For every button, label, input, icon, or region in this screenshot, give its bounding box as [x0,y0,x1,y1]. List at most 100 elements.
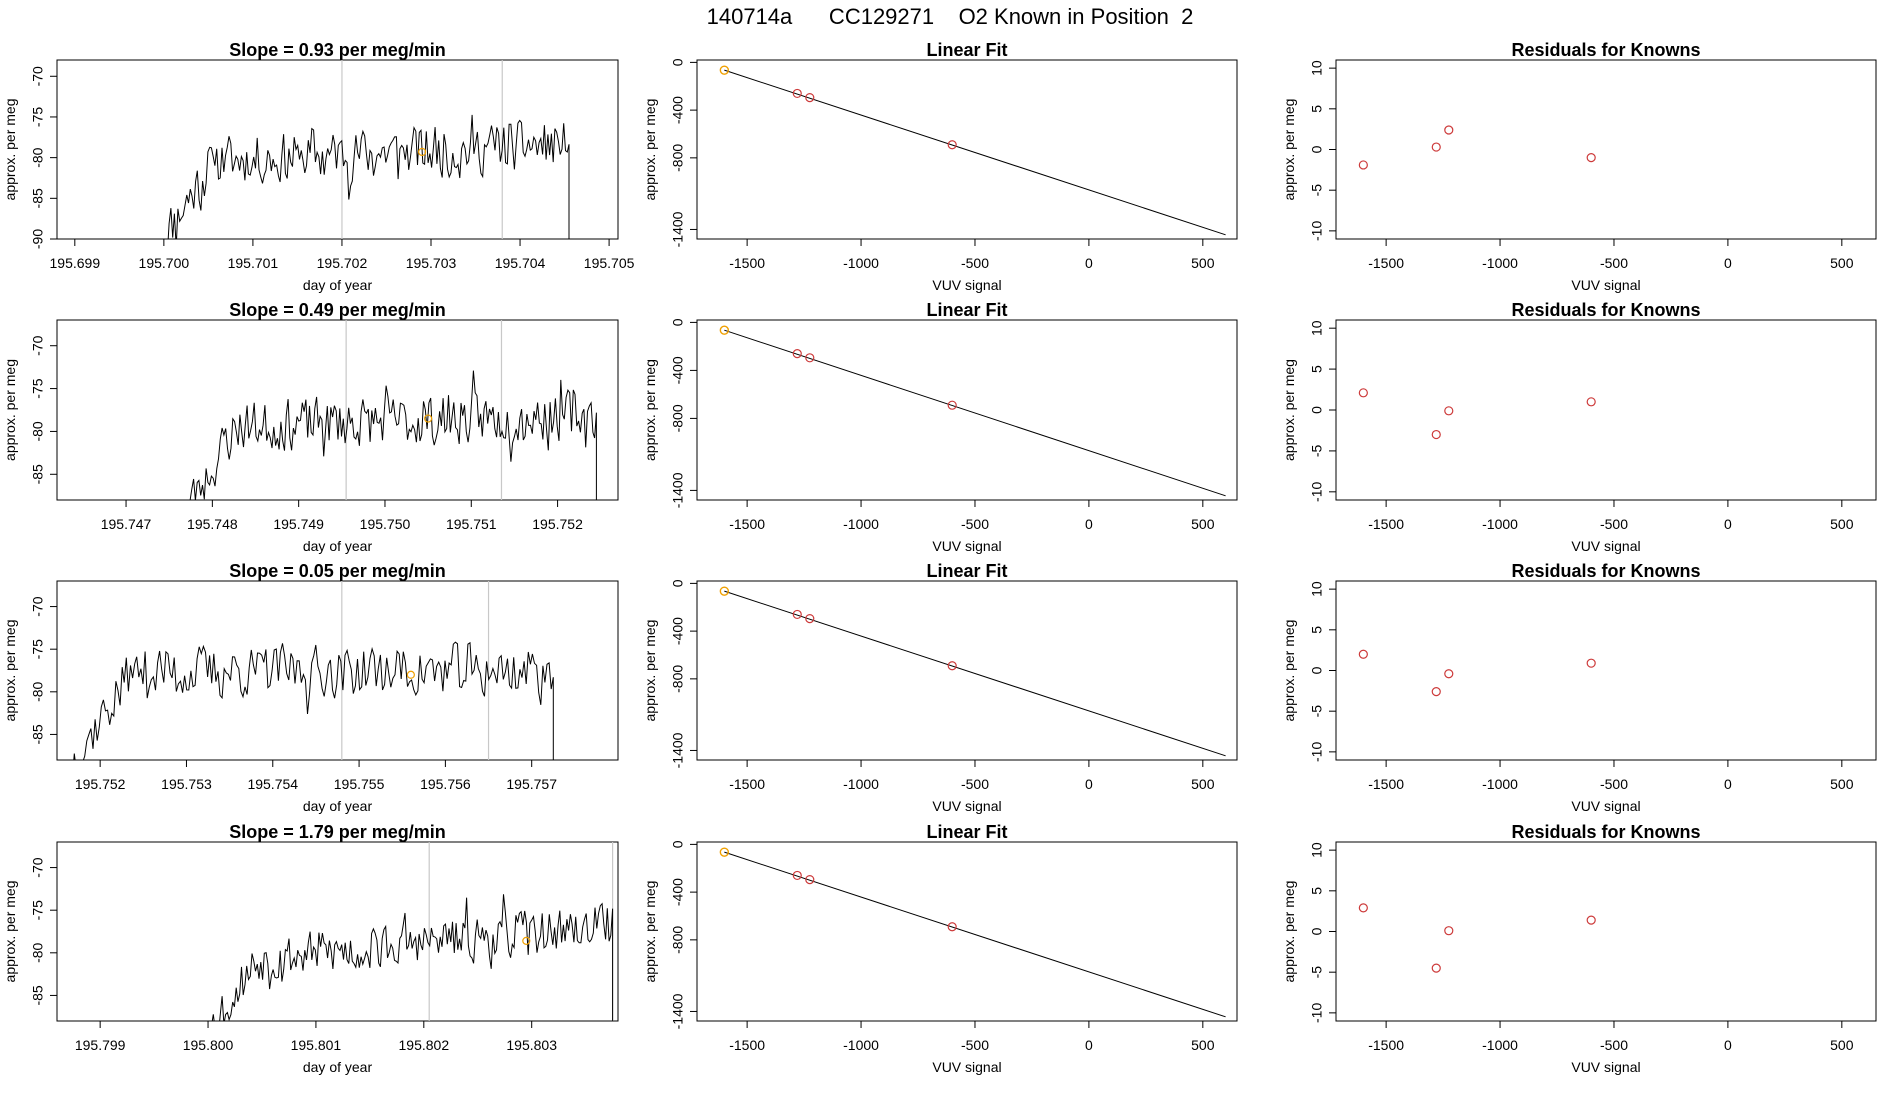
y-tick-label: -800 [670,404,686,432]
x-tick-label: 195.800 [183,1037,234,1053]
y-tick-label: 10 [1309,581,1325,597]
plot-frame [696,59,1238,240]
y-axis-label: approx. per meg [2,620,18,722]
fit-line [724,590,1226,757]
highlight-point [417,147,427,157]
y-axis-label: approx. per meg [1281,359,1297,461]
x-tick-label: 195.751 [446,516,497,532]
x-tick-label: -500 [961,1037,989,1053]
plot-title: Slope = 0.49 per meg/min [229,300,446,320]
data-point [1586,397,1596,407]
data-point [947,400,957,410]
r1-resid-panel: Residuals for Knowns VUV signal approx. pe… [1281,40,1877,293]
x-tick-label: 500 [1830,516,1854,532]
x-tick-label: 195.756 [420,776,471,792]
x-tick-label: 195.699 [50,255,101,271]
y-tick-label: -10 [1309,742,1325,762]
x-tick-label: -1500 [729,255,765,271]
data-point [1431,963,1441,973]
y-tick-label: -400 [670,617,686,645]
plot-frame [56,59,619,240]
x-axis-label: VUV signal [932,538,1001,554]
x-tick-label: -1000 [843,516,879,532]
x-axis-label: VUV signal [1571,1059,1640,1075]
plot-title: Residuals for Knowns [1511,822,1700,842]
x-tick-label: 195.799 [75,1037,126,1053]
y-tick-label: -5 [1309,184,1325,197]
y-tick-label: 0 [1309,406,1325,414]
r4-fit-panel: Linear Fit VUV signal approx. per meg -1500… [642,822,1238,1075]
r3-fit-panel: Linear Fit VUV signal approx. per meg -1500… [642,561,1238,814]
data-point [792,870,802,881]
x-tick-label: 195.801 [291,1037,342,1053]
y-axis-label: approx. per meg [642,620,658,722]
data-point [1444,406,1454,416]
data-point [1358,160,1368,170]
y-tick-label: -80 [30,681,46,701]
data-point [1444,125,1454,135]
data-point [1358,649,1368,659]
y-tick-label: -5 [1309,966,1325,979]
y-tick-label: -85 [30,464,46,484]
highlight-point [522,936,531,945]
y-tick-label: -70 [30,335,46,355]
x-tick-label: 0 [1724,516,1732,532]
r4-resid-marks [1358,903,1596,973]
data-point [792,88,802,99]
y-tick-label: 0 [670,840,686,848]
x-tick-label: -1000 [1482,516,1518,532]
y-axis-label: approx. per meg [642,99,658,201]
x-tick-label: 500 [1191,255,1215,271]
r2-resid-marks [1358,388,1596,440]
y-axis-label: approx. per meg [1281,881,1297,983]
data-point [792,609,802,620]
y-tick-label: 5 [1309,887,1325,895]
x-tick-label: 195.752 [532,516,583,532]
r2-fit-panel: Linear Fit VUV signal approx. per meg -1500… [642,300,1238,554]
y-tick-label: 5 [1309,626,1325,634]
y-tick-label: -75 [30,900,46,920]
r2-resid-panel: Residuals for Knowns VUV signal approx. pe… [1281,300,1877,554]
x-tick-label: 195.802 [399,1037,450,1053]
x-axis-label: VUV signal [1571,277,1640,293]
y-tick-label: -85 [30,985,46,1005]
highlight-point [424,414,433,423]
series-line [189,370,597,500]
x-axis-label: day of year [303,277,373,293]
series-line [167,114,570,239]
x-tick-label: -1500 [1368,516,1404,532]
y-axis-label: approx. per meg [2,881,18,983]
x-tick-label: 195.753 [161,776,212,792]
r3-timeseries-marks [73,581,554,760]
y-tick-label: 0 [670,579,686,587]
r1-timeseries-panel: Slope = 0.93 per meg/min day of year appro… [2,40,635,293]
y-tick-label: -85 [30,724,46,744]
y-tick-label: -75 [30,639,46,659]
x-tick-label: 0 [1085,776,1093,792]
x-tick-label: 0 [1724,776,1732,792]
plot-frame [56,841,619,1022]
x-tick-label: 500 [1191,776,1215,792]
x-tick-label: -500 [1600,516,1628,532]
y-tick-label: 0 [670,58,686,66]
x-tick-label: 195.700 [139,255,190,271]
x-tick-label: 195.701 [228,255,279,271]
y-tick-label: 10 [1309,60,1325,76]
r4-timeseries-panel: Slope = 1.79 per meg/min day of year appro… [2,822,619,1075]
y-tick-label: -10 [1309,1003,1325,1023]
x-tick-label: 195.749 [273,516,324,532]
series-line [211,894,614,1021]
y-tick-label: -75 [30,378,46,398]
x-tick-label: 195.703 [406,255,457,271]
x-tick-label: 0 [1724,255,1732,271]
x-tick-label: 500 [1191,516,1215,532]
y-tick-label: -75 [30,107,46,127]
x-tick-label: -1000 [1482,255,1518,271]
x-tick-label: -500 [961,516,989,532]
r1-resid-marks [1358,125,1596,170]
x-tick-label: 195.752 [75,776,126,792]
x-axis-label: VUV signal [1571,538,1640,554]
x-tick-label: 0 [1085,255,1093,271]
plot-title: Slope = 0.05 per meg/min [229,561,446,581]
